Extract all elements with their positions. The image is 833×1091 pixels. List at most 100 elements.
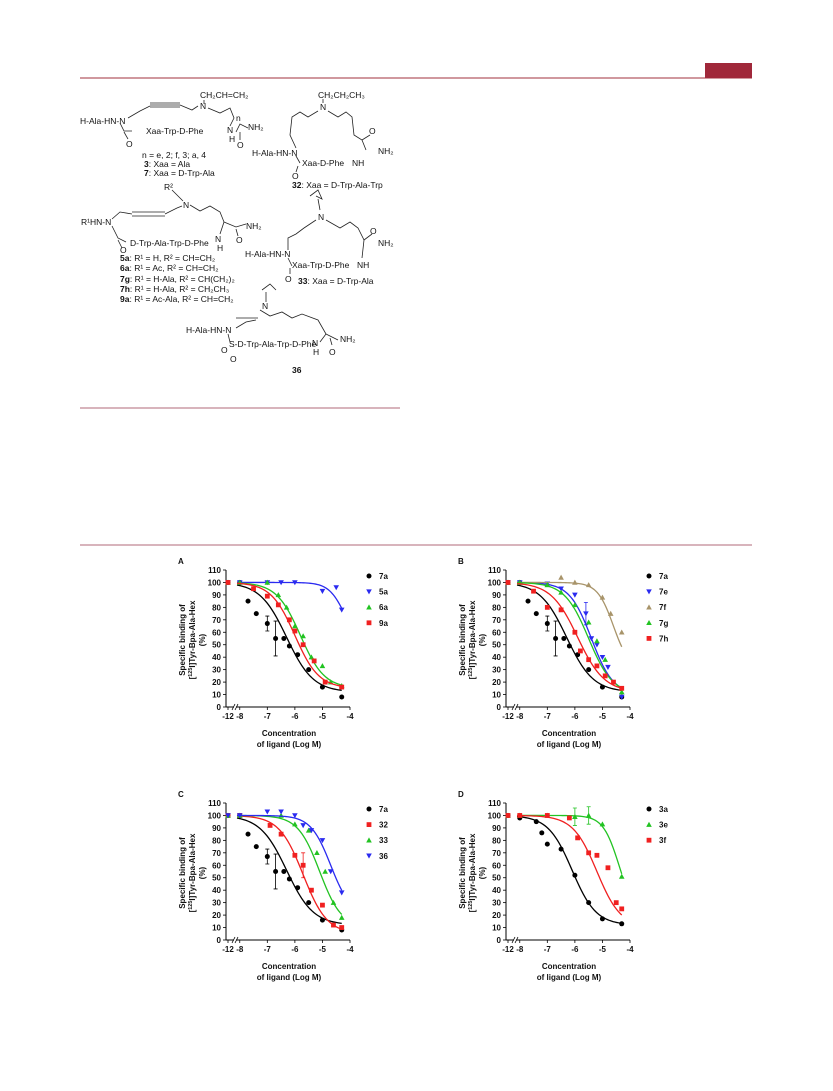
data-point	[245, 831, 251, 837]
x-tick-label: -4	[346, 945, 354, 954]
y-axis-label-line: (%)	[198, 633, 207, 646]
bond	[123, 131, 129, 140]
legend-marker	[366, 806, 372, 812]
atom-label: D-Trp-Ala-Trp-D-Phe	[130, 238, 209, 248]
y-tick-label: 100	[488, 578, 502, 587]
y-tick-label: 40	[492, 653, 501, 662]
y-tick-label: 50	[212, 641, 221, 650]
legend-label: 7f	[659, 603, 666, 612]
data-point	[292, 821, 298, 827]
data-point	[292, 623, 298, 629]
compound-text: : Xaa = D-Trp-Ala-Trp	[301, 180, 383, 190]
data-point	[305, 827, 312, 833]
y-tick-label: 90	[492, 824, 501, 833]
data-point	[585, 582, 592, 588]
y-axis-label: Specific binding of[125I]Tyr-Bpa-Ala-Hex…	[458, 600, 487, 679]
label-superscript: 125	[468, 668, 474, 677]
legend-marker	[366, 589, 372, 595]
data-point	[575, 835, 581, 841]
data-point	[278, 809, 284, 815]
data-point	[264, 809, 271, 815]
data-point	[319, 917, 325, 923]
data-point	[333, 585, 340, 591]
compound-id: 6a	[120, 263, 130, 273]
data-point	[558, 586, 564, 592]
atom-label: CH₂CH₂CH₃	[318, 90, 365, 100]
data-point	[577, 648, 583, 654]
data-point	[505, 580, 511, 585]
data-point	[275, 592, 282, 598]
atom-label: O	[126, 139, 133, 149]
data-point	[594, 663, 600, 669]
y-tick-label: 0	[217, 703, 222, 712]
data-point	[338, 890, 345, 896]
y-tick-label: 90	[492, 591, 501, 600]
y-tick-label: 80	[212, 603, 221, 612]
label-superscript: 125	[188, 668, 194, 677]
data-point	[594, 642, 600, 648]
data-point	[585, 812, 592, 818]
bond	[361, 134, 371, 141]
bond	[119, 122, 132, 132]
data-point	[275, 602, 281, 608]
data-point	[586, 900, 592, 906]
data-point	[264, 593, 270, 599]
data-point	[613, 900, 619, 906]
legend-marker	[366, 573, 372, 579]
data-point	[225, 580, 231, 585]
bond	[164, 205, 183, 215]
y-tick-label: 80	[492, 836, 501, 845]
bond	[363, 233, 373, 241]
chemical-structures: CH₂CH=CH₂ N n H-Ala-HN-N Xaa-Trp-D-Phe N…	[80, 90, 394, 375]
data-point	[544, 813, 550, 818]
atom-label: O	[221, 345, 228, 355]
data-point	[286, 617, 292, 623]
atom-label: H-Ala-HN-N	[245, 249, 290, 259]
y-tick-label: 30	[492, 666, 501, 675]
data-point	[619, 685, 625, 691]
atom-label: O	[285, 274, 292, 284]
data-point	[319, 838, 326, 844]
bond	[329, 337, 333, 346]
fit-curve	[516, 582, 622, 689]
data-point	[561, 636, 567, 641]
legend-label: 7h	[659, 634, 668, 643]
atom-label: NH₂	[246, 221, 262, 231]
data-point	[618, 689, 625, 695]
legend-label: 6a	[379, 603, 388, 612]
y-tick-label: 50	[492, 874, 501, 883]
legend-marker	[646, 636, 652, 641]
data-point	[273, 869, 279, 874]
data-point	[264, 854, 270, 860]
y-tick-label: 70	[492, 849, 501, 858]
data-point	[281, 636, 287, 641]
legend-marker	[646, 620, 652, 626]
y-tick-label: 30	[492, 899, 501, 908]
fit-curve	[236, 582, 342, 687]
data-point	[558, 846, 564, 852]
axis-break	[511, 936, 519, 944]
compound-caption: 33: Xaa = D-Trp-Ala	[298, 276, 374, 286]
y-axis-label: Specific binding of[125I]Tyr-Bpa-Ala-Hex…	[458, 833, 487, 912]
bond	[111, 211, 133, 220]
axis-break	[511, 703, 519, 711]
compound-caption: 7g: R¹ = H-Ala, R² = CH(CH₂)₂	[120, 274, 235, 284]
x-tick-label: -5	[319, 712, 327, 721]
compound-id: 7g	[120, 274, 130, 284]
atom-label: H	[229, 134, 235, 144]
atom-label: n	[236, 113, 241, 123]
bond	[287, 257, 293, 267]
data-point	[295, 652, 301, 658]
data-point	[300, 862, 306, 868]
y-tick-label: 50	[212, 874, 221, 883]
data-point	[306, 667, 312, 673]
legend-marker	[366, 620, 372, 626]
legend-label: 5a	[379, 588, 388, 597]
chart: D Specific binding of[125I]Tyr-Bpa-Ala-He…	[458, 790, 668, 982]
data-point	[300, 633, 306, 639]
y-tick-label: 90	[212, 824, 221, 833]
y-tick-label: 50	[492, 641, 501, 650]
y-tick-label: 40	[212, 653, 221, 662]
compound-caption: 7: Xaa = D-Trp-Ala	[144, 168, 215, 178]
legend-label: 3e	[659, 821, 668, 830]
